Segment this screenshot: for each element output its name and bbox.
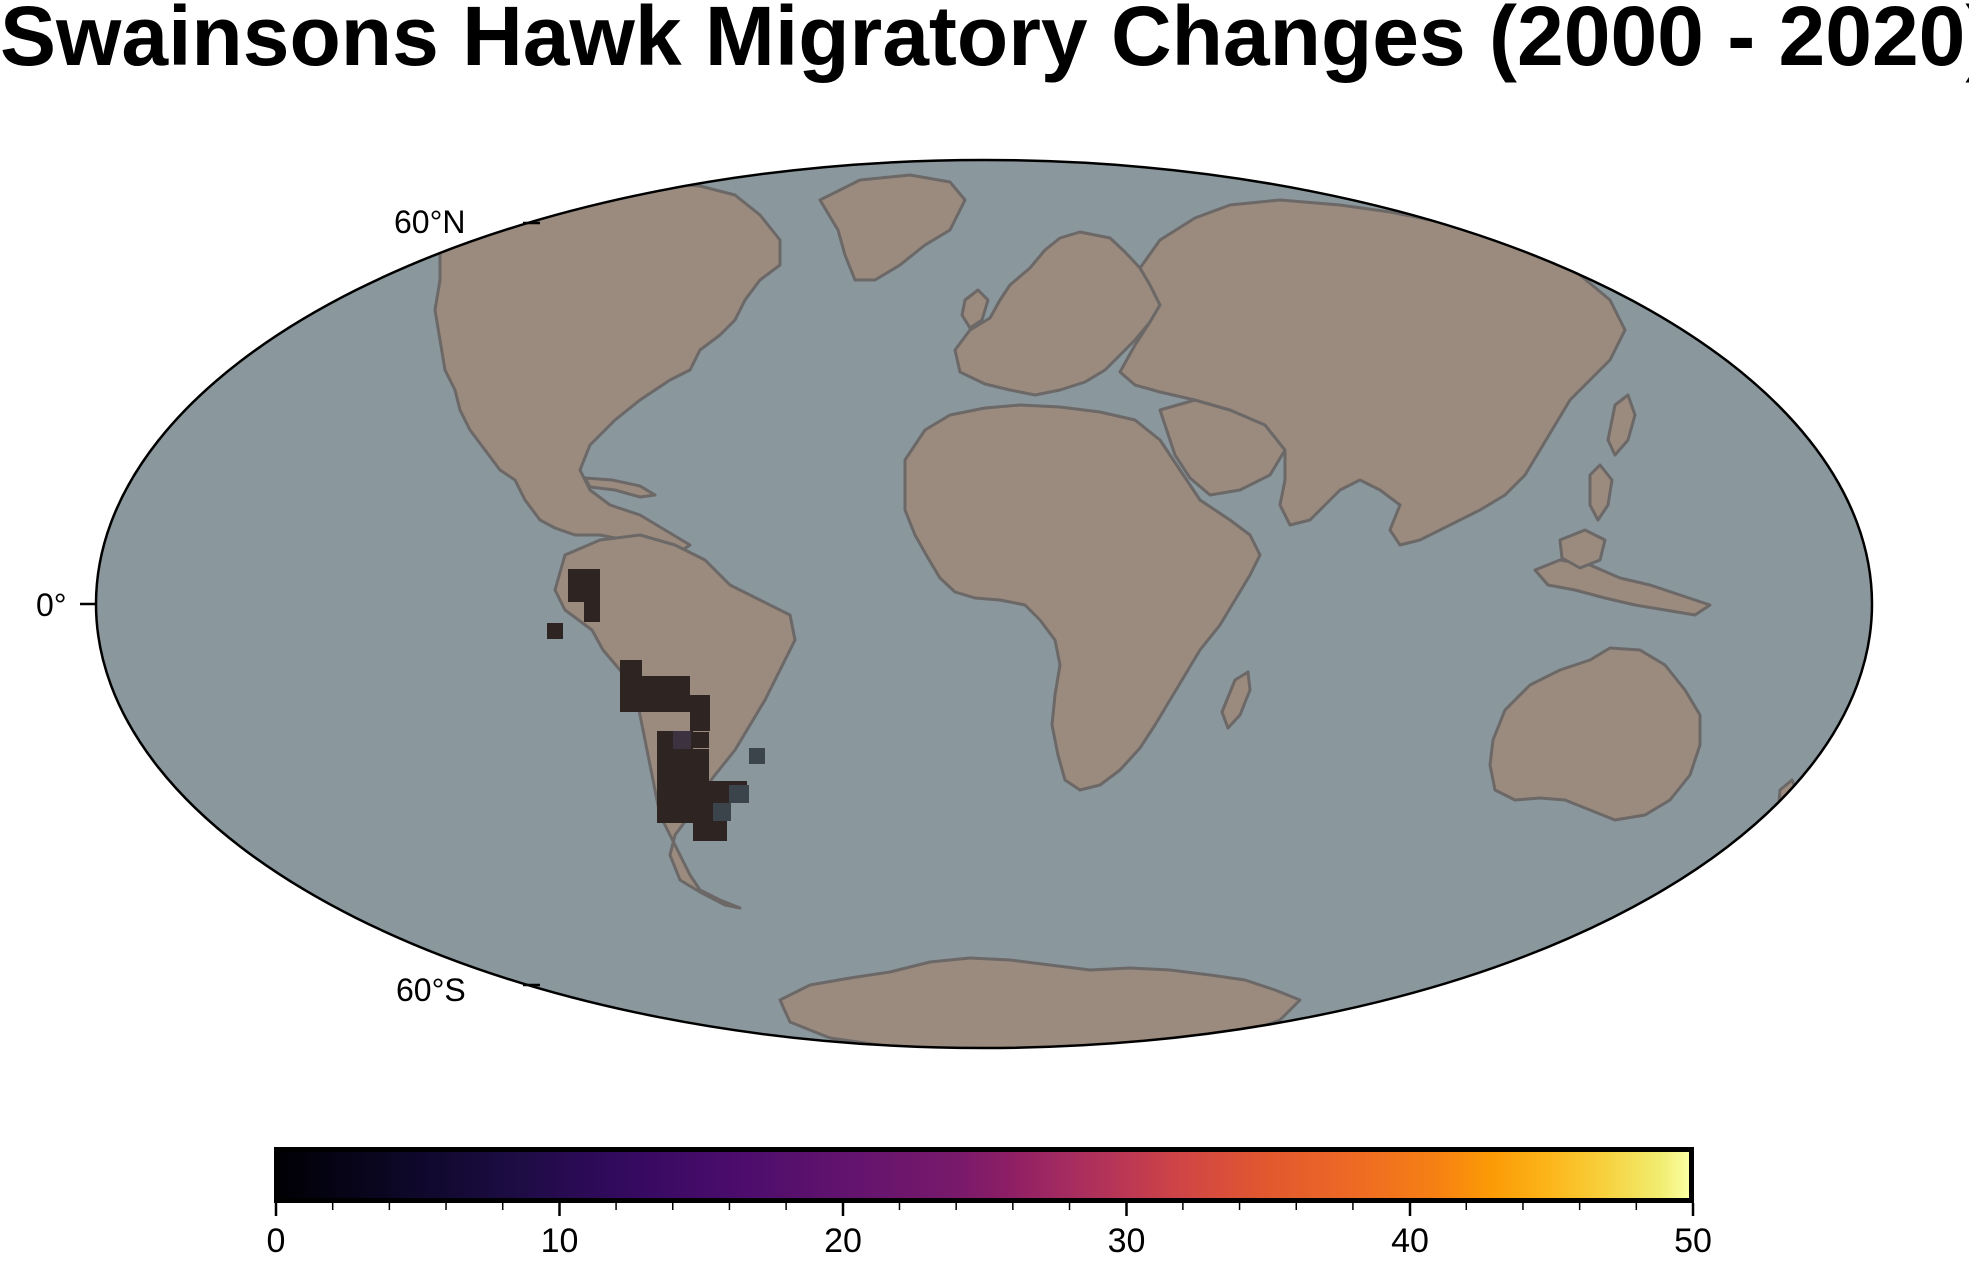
colorbar-tick-label: 50: [1674, 1222, 1712, 1260]
data-cell: [584, 586, 600, 622]
lat-label-60n: 60°N: [394, 204, 466, 240]
data-cell: [657, 749, 709, 781]
data-cell: [547, 623, 563, 639]
map-title: Swainsons Hawk Migratory Changes (2000 -…: [0, 0, 1969, 83]
data-cell: [693, 823, 727, 841]
data-cell: [693, 732, 709, 748]
landmass-british-isles: [960, 288, 990, 330]
colorbar-tick-label: 10: [540, 1222, 579, 1260]
lat-label-60s: 60°S: [396, 972, 466, 1008]
data-cell: [673, 731, 691, 749]
colorbar-tick-label: 40: [1391, 1222, 1429, 1260]
data-cell: [749, 748, 765, 764]
data-cell: [620, 676, 690, 712]
continent-africa: [903, 403, 1262, 792]
continent-antarctica: [778, 956, 1302, 1048]
continent-north-america: [433, 180, 782, 557]
hawk-observation-cells: [547, 569, 765, 841]
landmass-madagascar: [1220, 670, 1252, 730]
landmass-southeast-asia-islands: [1533, 558, 1712, 617]
landmass-philippines: [1588, 463, 1614, 522]
continent-australia: [1488, 646, 1702, 822]
landmass-borneo: [1558, 528, 1607, 570]
lat-label-equator: 0°: [36, 587, 67, 623]
colorbar: [274, 1147, 1694, 1203]
colorbar-tick-label: 20: [824, 1222, 862, 1260]
data-cell: [713, 803, 731, 821]
colorbar-tick-label: 0: [266, 1222, 286, 1260]
landmass-japan: [1606, 393, 1637, 457]
data-cell: [657, 781, 747, 803]
data-cell: [690, 695, 710, 731]
landmass-caribbean: [583, 476, 657, 499]
data-cell: [620, 660, 642, 676]
data-cell: [568, 569, 600, 586]
data-cell: [568, 586, 584, 602]
data-cell: [657, 803, 727, 823]
data-cell: [729, 785, 749, 803]
colorbar-tick-label: 30: [1107, 1222, 1146, 1260]
landmass-greenland: [818, 173, 967, 282]
